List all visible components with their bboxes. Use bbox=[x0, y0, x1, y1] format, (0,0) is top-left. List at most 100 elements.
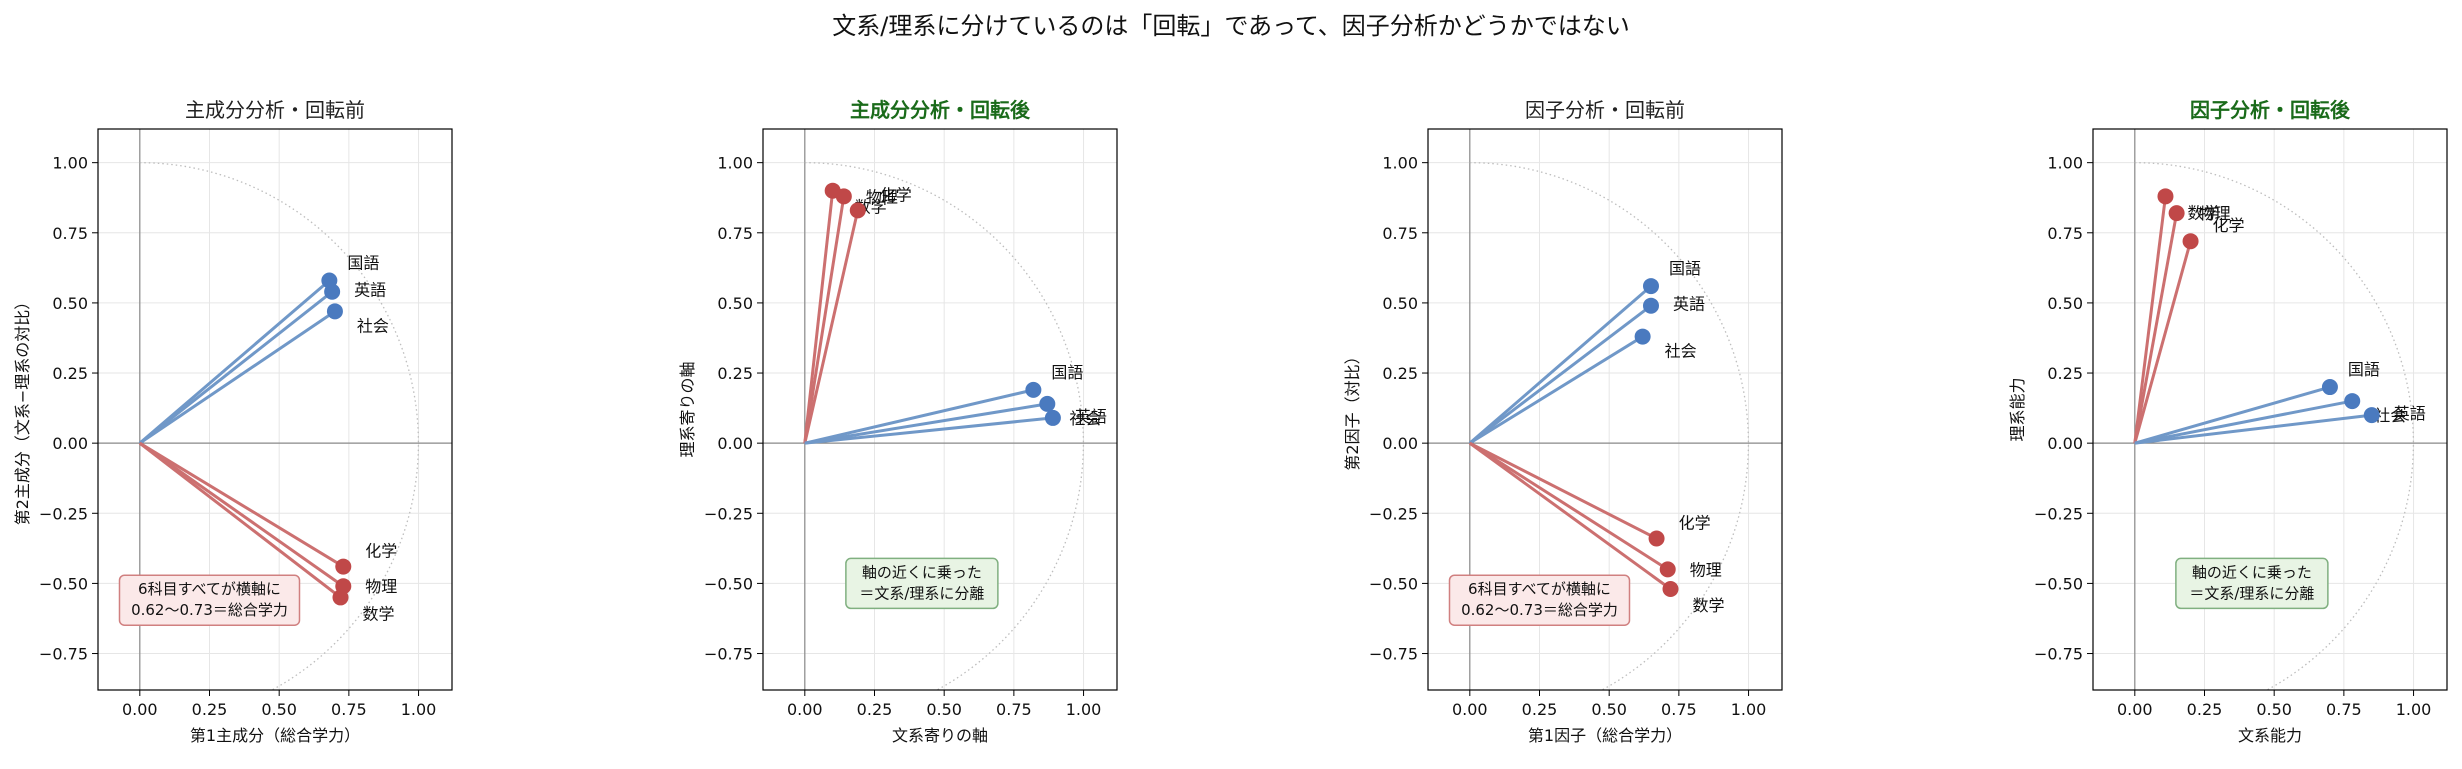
point-社会 bbox=[1039, 395, 1056, 412]
y-tick-label: 0.75 bbox=[52, 224, 88, 243]
y-tick-label: −0.25 bbox=[39, 504, 88, 523]
vector-国語 bbox=[2134, 385, 2331, 445]
vector-国語 bbox=[804, 388, 1034, 445]
annotation-box bbox=[118, 574, 301, 626]
annotation-line-2: ＝文系/理系に分離 bbox=[2189, 584, 2314, 602]
y-tick-label: 1.00 bbox=[717, 154, 753, 173]
vector-英語 bbox=[1468, 304, 1652, 445]
vector-社会 bbox=[2134, 399, 2353, 445]
point-label-社会: 社会 bbox=[1069, 409, 1101, 428]
y-tick-label: 0.75 bbox=[2047, 224, 2083, 243]
point-label-国語: 国語 bbox=[2348, 360, 2380, 379]
annotation-box bbox=[1448, 574, 1631, 626]
vector-物理 bbox=[1469, 441, 1669, 571]
point-社会 bbox=[326, 303, 343, 320]
point-物理 bbox=[835, 188, 852, 205]
vector-数学 bbox=[2133, 196, 2167, 444]
point-label-社会: 社会 bbox=[2374, 406, 2406, 425]
x-tick-label: 0.75 bbox=[2326, 700, 2362, 719]
x-tick-label: 1.00 bbox=[1066, 700, 1102, 719]
vector-化学 bbox=[139, 441, 345, 568]
vector-数学 bbox=[803, 190, 835, 444]
vector-物理 bbox=[803, 196, 846, 444]
y-tick-label: 0.00 bbox=[1382, 434, 1418, 453]
point-label-化学: 化学 bbox=[880, 185, 912, 204]
annotation-line-2: ＝文系/理系に分離 bbox=[859, 584, 984, 602]
x-tick-label: 1.00 bbox=[401, 700, 437, 719]
y-tick-label: −0.50 bbox=[704, 574, 753, 593]
y-tick-label: 0.00 bbox=[52, 434, 88, 453]
plot-frame bbox=[2092, 128, 2448, 691]
annotation-line-1: 軸の近くに乗った bbox=[862, 563, 982, 581]
point-化学 bbox=[849, 202, 866, 219]
vector-物理 bbox=[2133, 212, 2179, 444]
y-tick-label: −0.75 bbox=[1369, 645, 1418, 664]
vector-数学 bbox=[1468, 441, 1672, 591]
point-label-化学: 化学 bbox=[365, 542, 397, 561]
y-tick-label: −0.25 bbox=[1369, 504, 1418, 523]
point-label-国語: 国語 bbox=[1051, 363, 1083, 382]
y-tick-label: 0.75 bbox=[717, 224, 753, 243]
x-tick-label: 0.00 bbox=[787, 700, 823, 719]
y-axis-label: 理系寄りの軸 bbox=[678, 361, 697, 457]
chart-title: 主成分分析・回転後 bbox=[850, 98, 1031, 122]
x-tick-label: 0.50 bbox=[926, 700, 962, 719]
point-国語 bbox=[2321, 379, 2338, 396]
point-label-物理: 物理 bbox=[1690, 560, 1722, 579]
vector-社会 bbox=[804, 402, 1048, 445]
point-英語 bbox=[1642, 297, 1659, 314]
x-tick-label: 0.00 bbox=[1452, 700, 1488, 719]
y-tick-label: 1.00 bbox=[2047, 154, 2083, 173]
plot-frame bbox=[762, 128, 1118, 691]
annotation-line-1: 軸の近くに乗った bbox=[2192, 563, 2312, 581]
point-label-数学: 数学 bbox=[1693, 596, 1725, 615]
x-tick-label: 0.25 bbox=[1522, 700, 1558, 719]
y-tick-label: 0.50 bbox=[717, 294, 753, 313]
point-化学 bbox=[1648, 530, 1665, 547]
point-label-物理: 物理 bbox=[365, 577, 397, 596]
point-英語 bbox=[1044, 409, 1061, 426]
point-label-英語: 英語 bbox=[1075, 407, 1107, 426]
y-tick-label: 0.75 bbox=[1382, 224, 1418, 243]
figure-title: 文系/理系に分けているのは「回転」であって、因子分析かどうかではない bbox=[832, 12, 1629, 40]
point-国語 bbox=[1025, 381, 1042, 398]
y-tick-label: 1.00 bbox=[1382, 154, 1418, 173]
y-axis-label: 第2主成分（文系−理系の対比） bbox=[13, 294, 32, 526]
x-tick-label: 0.00 bbox=[2117, 700, 2153, 719]
annotation-box bbox=[845, 557, 999, 610]
x-tick-label: 1.00 bbox=[2396, 700, 2432, 719]
x-axis-label: 第1因子（総合学力） bbox=[1528, 726, 1682, 745]
point-label-英語: 英語 bbox=[354, 281, 386, 300]
y-tick-label: −0.75 bbox=[704, 645, 753, 664]
plot-frame bbox=[97, 128, 453, 691]
y-axis-label: 第2因子（対比） bbox=[1343, 348, 1362, 470]
point-国語 bbox=[1642, 278, 1659, 295]
x-tick-label: 0.25 bbox=[2187, 700, 2223, 719]
vector-国語 bbox=[1468, 284, 1652, 445]
y-tick-label: −0.50 bbox=[2034, 574, 2083, 593]
annotation-line-1: 6科目すべてが横軸に bbox=[1468, 580, 1611, 598]
annotation-line-1: 6科目すべてが横軸に bbox=[138, 580, 281, 598]
vector-英語 bbox=[138, 290, 334, 445]
point-物理 bbox=[2168, 205, 2185, 222]
x-tick-label: 0.75 bbox=[331, 700, 367, 719]
annotation-line-2: 0.62〜0.73＝総合学力 bbox=[1461, 601, 1618, 619]
x-tick-label: 0.50 bbox=[1591, 700, 1627, 719]
x-tick-label: 1.00 bbox=[1731, 700, 1767, 719]
plot-frame bbox=[1427, 128, 1783, 691]
y-tick-label: 0.50 bbox=[2047, 294, 2083, 313]
y-tick-label: 0.00 bbox=[717, 434, 753, 453]
vector-英語 bbox=[2134, 413, 2372, 445]
y-tick-label: −0.50 bbox=[1369, 574, 1418, 593]
point-label-社会: 社会 bbox=[357, 316, 389, 335]
y-tick-label: 0.25 bbox=[717, 364, 753, 383]
x-tick-label: 0.50 bbox=[2256, 700, 2292, 719]
y-tick-label: 0.25 bbox=[1382, 364, 1418, 383]
vector-物理 bbox=[138, 441, 345, 588]
